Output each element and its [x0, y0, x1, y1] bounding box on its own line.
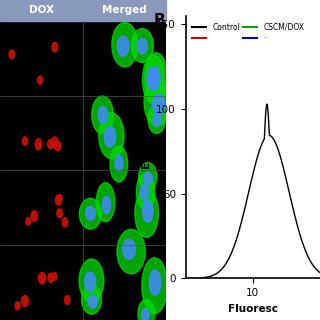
- Ellipse shape: [144, 78, 171, 126]
- Ellipse shape: [142, 258, 167, 314]
- Ellipse shape: [31, 211, 37, 221]
- Ellipse shape: [117, 36, 129, 56]
- Text: DOX: DOX: [29, 5, 54, 15]
- Text: B: B: [154, 13, 165, 28]
- Ellipse shape: [57, 209, 62, 218]
- Y-axis label: Events: Events: [140, 126, 151, 168]
- Ellipse shape: [149, 270, 161, 295]
- Ellipse shape: [52, 273, 57, 280]
- Ellipse shape: [55, 195, 61, 205]
- Ellipse shape: [117, 229, 145, 274]
- Ellipse shape: [137, 38, 147, 54]
- Ellipse shape: [37, 76, 43, 84]
- Ellipse shape: [52, 43, 58, 52]
- Ellipse shape: [84, 272, 96, 292]
- Ellipse shape: [79, 198, 101, 229]
- X-axis label: Fluoresc: Fluoresc: [228, 304, 278, 314]
- Ellipse shape: [35, 139, 42, 150]
- Ellipse shape: [98, 106, 108, 123]
- Ellipse shape: [39, 272, 46, 284]
- Ellipse shape: [148, 105, 165, 133]
- Ellipse shape: [62, 218, 68, 227]
- Ellipse shape: [58, 195, 62, 202]
- Ellipse shape: [21, 295, 28, 307]
- Ellipse shape: [145, 53, 168, 104]
- Ellipse shape: [144, 172, 152, 185]
- Ellipse shape: [140, 184, 148, 201]
- Ellipse shape: [110, 146, 128, 182]
- Ellipse shape: [51, 137, 58, 148]
- Ellipse shape: [150, 67, 160, 90]
- Ellipse shape: [102, 196, 111, 214]
- Ellipse shape: [138, 300, 155, 320]
- Legend: Control, , CSCM/DOX, ·: Control, , CSCM/DOX, ·: [189, 20, 307, 46]
- Ellipse shape: [142, 200, 153, 222]
- Bar: [83, 0, 166, 21]
- Ellipse shape: [147, 68, 157, 90]
- Ellipse shape: [104, 126, 116, 147]
- Ellipse shape: [26, 218, 31, 225]
- Ellipse shape: [153, 114, 161, 127]
- Ellipse shape: [79, 259, 104, 302]
- Ellipse shape: [153, 94, 164, 116]
- Ellipse shape: [139, 163, 157, 191]
- Ellipse shape: [22, 137, 28, 145]
- Ellipse shape: [15, 302, 20, 310]
- Ellipse shape: [85, 206, 95, 220]
- Ellipse shape: [96, 183, 115, 222]
- Ellipse shape: [136, 173, 155, 210]
- Ellipse shape: [9, 50, 14, 59]
- Ellipse shape: [55, 141, 61, 151]
- Ellipse shape: [82, 285, 101, 314]
- Ellipse shape: [142, 55, 164, 104]
- Ellipse shape: [88, 295, 97, 308]
- Ellipse shape: [112, 22, 138, 67]
- Ellipse shape: [135, 189, 158, 237]
- Ellipse shape: [141, 309, 149, 320]
- Ellipse shape: [131, 28, 153, 63]
- Ellipse shape: [48, 273, 54, 283]
- Bar: [0, 0, 83, 21]
- Ellipse shape: [92, 96, 113, 134]
- Ellipse shape: [123, 239, 135, 260]
- Ellipse shape: [115, 155, 123, 171]
- Ellipse shape: [99, 113, 124, 159]
- Ellipse shape: [64, 296, 70, 305]
- Text: Merged: Merged: [102, 5, 147, 15]
- Ellipse shape: [48, 140, 53, 149]
